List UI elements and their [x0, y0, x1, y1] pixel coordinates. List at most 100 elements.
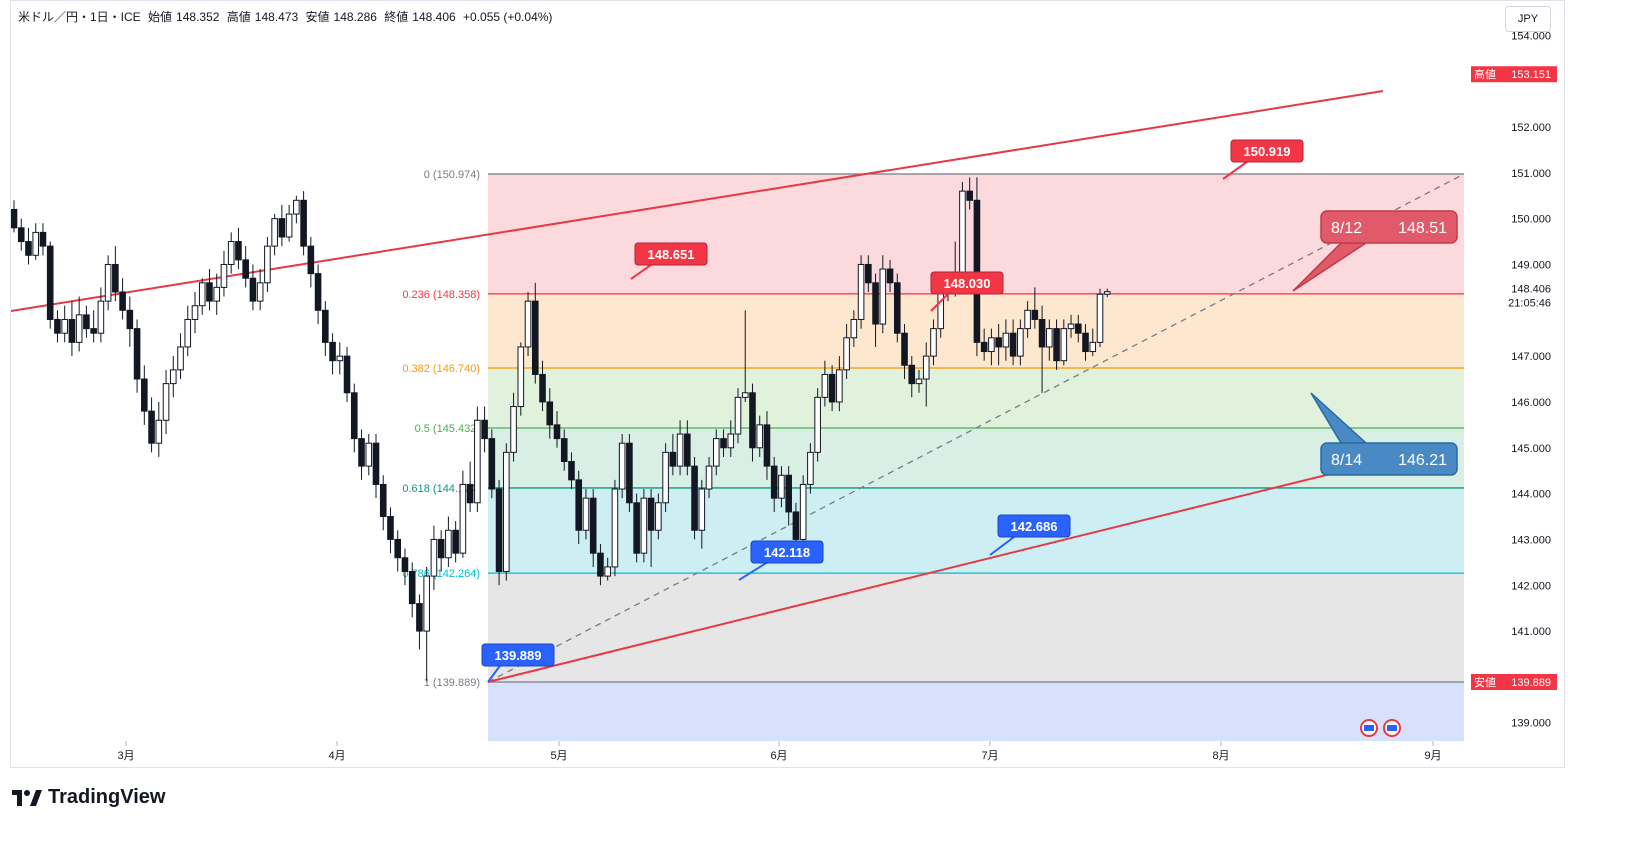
candle-body: [1002, 332, 1010, 348]
lower-channel-line: [487, 460, 1384, 683]
last-price-tag: [1503, 279, 1559, 310]
candle-body: [126, 309, 134, 330]
candle-body: [770, 465, 778, 499]
candle-body: [510, 406, 517, 453]
candle-body: [365, 442, 373, 467]
candle-body: [727, 433, 735, 449]
candle-body: [712, 438, 720, 467]
candle-body: [611, 488, 619, 568]
candle-body: [886, 268, 894, 284]
x-tick-label: 9月: [1424, 750, 1441, 762]
candle-body: [995, 337, 1002, 348]
candle-body: [495, 488, 503, 573]
currency-button[interactable]: JPY: [1505, 6, 1551, 32]
candle-body: [676, 433, 684, 467]
candle-body: [799, 483, 807, 540]
candle-body: [836, 369, 843, 403]
callout-date: 8/12: [1331, 220, 1362, 237]
close-label: 終値: [384, 10, 409, 24]
candle-body: [213, 286, 221, 302]
annotation-box: [634, 242, 708, 266]
y-tick-label: 141.000: [1511, 626, 1551, 638]
annotation-label: 142.686: [1011, 519, 1058, 534]
candle-body: [481, 419, 488, 440]
candle-body: [763, 424, 771, 467]
candle-body: [792, 511, 800, 540]
candle-body: [350, 392, 358, 440]
bar-countdown: 21:05:46: [1508, 298, 1551, 310]
candle-body: [17, 227, 25, 243]
candle-body: [922, 355, 930, 380]
annotation-label: 148.651: [648, 247, 695, 262]
candle-body: [97, 300, 105, 334]
price-chart[interactable]: 0 (150.974) 0.236 (148.358) 0.382 (146.740…: [11, 1, 1566, 769]
candle-body: [235, 241, 242, 261]
fib-trend-dashed-line: [487, 173, 1465, 683]
candle-body: [119, 291, 126, 311]
candle-body: [901, 332, 908, 366]
tradingview-brand[interactable]: TradingView: [12, 786, 165, 809]
candle-body: [256, 282, 264, 302]
candle-body: [83, 314, 90, 330]
brand-name: TradingView: [48, 786, 166, 808]
annotation-label: 139.889: [495, 648, 542, 663]
high-value: 148.473: [254, 10, 299, 24]
candle-body: [1017, 328, 1024, 357]
candle-body: [452, 529, 459, 554]
candle-body: [264, 245, 271, 284]
high-label: 高値: [226, 10, 251, 24]
upper-channel-line: [11, 90, 1384, 312]
high-price-tag: [1471, 66, 1557, 83]
annotation-box: [997, 514, 1071, 538]
candle-body: [61, 318, 68, 334]
candle-body: [387, 516, 394, 540]
candle-body: [1038, 318, 1046, 348]
y-tick-label: 144.000: [1511, 489, 1551, 501]
candle-body: [242, 259, 249, 279]
annotation-label: 150.919: [1244, 144, 1291, 159]
candle-body: [553, 424, 561, 440]
y-tick-label: 142.000: [1511, 580, 1551, 592]
candle-body: [1082, 332, 1089, 353]
candle-body: [285, 213, 293, 238]
candle-body: [271, 218, 278, 247]
candle-body: [322, 309, 329, 343]
candle-body: [437, 538, 445, 559]
candle-body: [937, 291, 945, 330]
annotation-box: [481, 643, 555, 667]
candle-body: [655, 502, 662, 531]
high-price-tag-value: 153.151: [1511, 69, 1551, 81]
low-price-tag-value: 139.889: [1511, 677, 1551, 689]
candle-body: [104, 263, 112, 302]
candle-body: [141, 378, 148, 412]
annotation-label: 142.118: [764, 545, 810, 560]
y-tick-label: 152.000: [1511, 122, 1551, 134]
fib-level-label: 0.786 (142.264): [402, 568, 480, 580]
tradingview-logo-icon: [12, 789, 42, 806]
candle-body: [408, 571, 416, 605]
change-value: +0.055 (+0.04%): [463, 10, 553, 24]
candle-body: [589, 497, 597, 554]
low-price-tag-label: 安値: [1474, 675, 1496, 689]
candle-body: [1024, 309, 1031, 330]
candle-body: [459, 483, 467, 554]
candle-body: [25, 241, 32, 256]
candle-body: [778, 474, 785, 499]
candle-body: [850, 318, 858, 339]
fib-zone: [488, 368, 1464, 428]
chart-frame[interactable]: 0 (150.974) 0.236 (148.358) 0.382 (146.740…: [10, 0, 1565, 768]
candle-body: [741, 392, 749, 398]
candle-body: [575, 479, 583, 531]
candle-body: [720, 438, 727, 449]
candle-body: [220, 263, 228, 288]
candle-body: [206, 282, 213, 302]
callout-box: [1320, 210, 1458, 244]
candle-body: [531, 300, 539, 375]
x-tick-label: 8月: [1212, 750, 1229, 762]
fib-zone: [488, 427, 1464, 488]
candle-body: [401, 557, 409, 573]
candle-body: [517, 346, 525, 408]
candle-body: [75, 314, 83, 343]
candle-body: [1074, 323, 1082, 334]
flag-icon-mark: [1364, 725, 1374, 731]
